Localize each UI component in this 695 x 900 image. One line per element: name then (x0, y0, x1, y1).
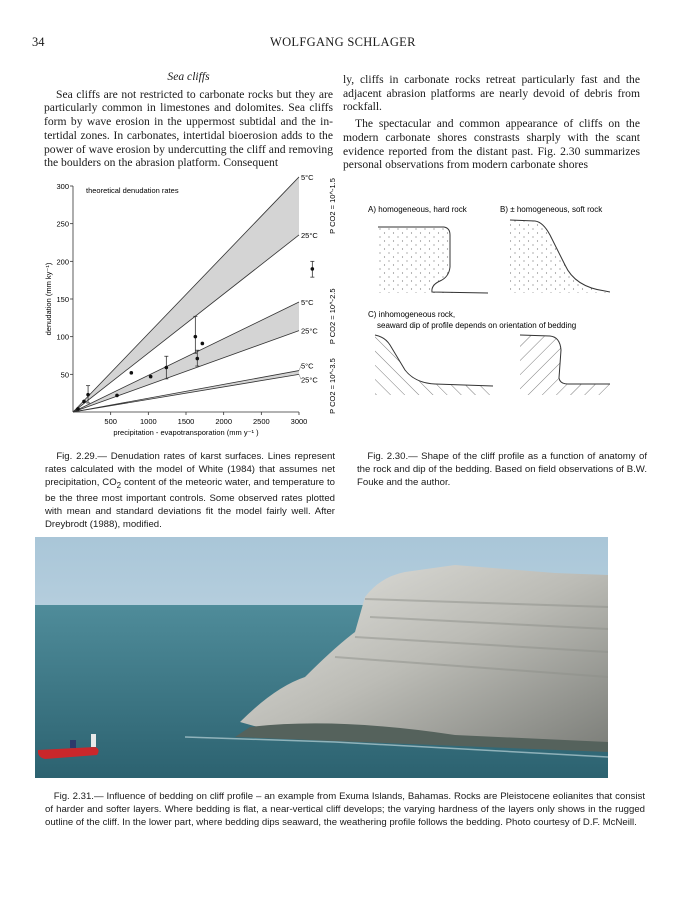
x-tick-label: 2500 (253, 417, 270, 426)
profile-a-outline (378, 226, 489, 294)
label-leader (298, 365, 302, 371)
line-5c-1 (72, 301, 300, 413)
caption-fig-2-29: Fig. 2.29.— Denudation rates of karst su… (45, 450, 335, 531)
profile-c-seaward-dip (375, 335, 493, 395)
chart-title: theoretical denudation rates (86, 186, 179, 195)
profile-b-outline (509, 219, 610, 293)
data-point (129, 371, 134, 375)
paragraph: Sea cliffs are not restricted to carbona… (44, 87, 333, 170)
x-axis-label: precipitation - evapotransporation (mm y… (113, 428, 259, 437)
profile-b (510, 220, 610, 293)
y-axis-label: denudation (mm ky⁻¹) (44, 262, 53, 335)
surf (184, 736, 608, 758)
data-point (310, 267, 315, 271)
label-c-2: seaward dip of profile depends on orient… (377, 321, 576, 330)
x-tick-label: 500 (104, 417, 117, 426)
line-25c-0 (72, 234, 300, 413)
y-tick-label: 200 (56, 257, 69, 266)
paragraph: ly, cliffs in carbonate rocks retreat pa… (343, 73, 640, 114)
body-column-left: Sea cliffs Sea cliffs are not restricted… (44, 70, 333, 170)
data-point (195, 356, 200, 361)
denudation-chart: 5°C 25°C P CO2 = 10^-1.5 5°C 25°C P CO2 = 10^… (44, 173, 337, 437)
paragraph: The spectacular and common appearance of… (343, 117, 640, 172)
data-point (82, 399, 86, 404)
profile-c-seaward-dip-outline (374, 334, 494, 387)
data-point (193, 334, 198, 339)
x-tick-label: 2000 (215, 417, 232, 426)
line-5c-0 (72, 176, 300, 413)
red-boat (37, 734, 99, 759)
caption-fig-2-31: Fig. 2.31.— Influence of bedding on clif… (45, 790, 645, 829)
x-tick-label: 1000 (140, 417, 157, 426)
data-point (164, 365, 169, 370)
profile-c-landward-dip (520, 335, 610, 395)
cliff-base (235, 723, 608, 752)
running-head: WOLFGANG SCHLAGER (270, 35, 416, 49)
caption-text: Fig. 2.30.— Shape of the cliff profile a… (357, 451, 647, 488)
data-point (148, 374, 153, 379)
y-tick-label: 300 (56, 182, 69, 191)
photo-exuma-cliff (35, 537, 608, 778)
cliff-profile-diagram: A) homogeneous, hard rock B) ± homogeneo… (368, 205, 610, 395)
label-5c: 5°C (301, 362, 314, 371)
line-25c-1 (72, 330, 300, 413)
label-a: A) homogeneous, hard rock (368, 205, 468, 214)
page-number: 34 (32, 35, 45, 49)
label-c-1: C) inhomogeneous rock, (368, 310, 455, 319)
y-tick-label: 50 (61, 370, 69, 379)
pco2-label: P CO2 = 10^-3.5 (328, 358, 337, 414)
caption-fig-2-30: Fig. 2.30.— Shape of the cliff profile a… (357, 450, 647, 489)
data-point (200, 341, 205, 346)
y-tick-label: 250 (56, 220, 69, 229)
label-25c: 25°C (301, 327, 318, 336)
x-tick-label: 3000 (291, 417, 308, 426)
y-tick-label: 100 (56, 333, 69, 342)
caption-text: Fig. 2.29.— Denudation rates of karst su… (45, 451, 335, 488)
caption-text: Fig. 2.31.— Influence of bedding on clif… (45, 791, 645, 828)
data-point (115, 393, 119, 398)
line-25c-2 (72, 373, 300, 413)
data-point (76, 407, 80, 411)
x-tick-label: 1500 (178, 417, 195, 426)
label-5c: 5°C (301, 173, 314, 182)
caption-text: content of the meteoric water, and tempe… (45, 477, 336, 530)
label-25c: 25°C (301, 375, 318, 384)
label-b: B) ± homogeneous, soft rock (500, 205, 603, 214)
pco2-label: P CO2 = 10^-1.5 (328, 178, 337, 234)
y-tick-label: 150 (56, 295, 69, 304)
profile-c-landward-dip-outline (519, 334, 610, 385)
body-column-right: ly, cliffs in carbonate rocks retreat pa… (343, 73, 640, 172)
caption-subscript: 2 (116, 480, 122, 490)
label-leader (298, 374, 302, 380)
profile-a (378, 227, 488, 293)
cliff (240, 565, 608, 747)
data-point (86, 392, 90, 397)
line-5c-2 (72, 370, 300, 413)
pco2-label: P CO2 = 10^-2.5 (328, 288, 337, 344)
section-heading: Sea cliffs (167, 70, 210, 83)
bedding-lines (334, 598, 608, 678)
label-25c: 25°C (301, 231, 318, 240)
label-5c: 5°C (301, 298, 314, 307)
